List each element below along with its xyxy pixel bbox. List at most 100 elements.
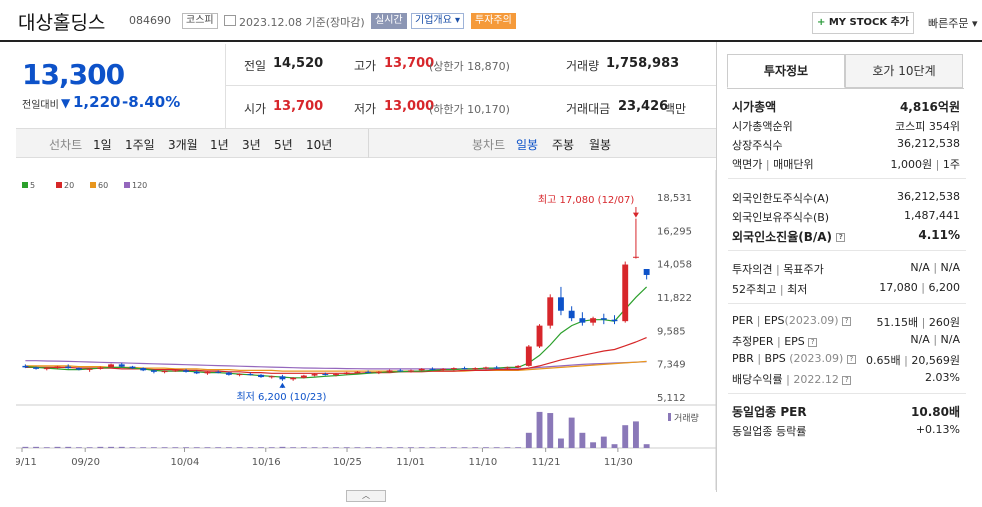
- eps-period: (2023.09): [784, 314, 839, 327]
- candle-body: [525, 346, 532, 366]
- help-icon[interactable]: ?: [842, 375, 852, 385]
- volume-bar: [43, 447, 50, 448]
- volume-bar: [97, 446, 104, 448]
- sector-per-label[interactable]: 동일업종 PER: [732, 405, 807, 419]
- period-10y[interactable]: 10년: [306, 138, 333, 152]
- period-1d[interactable]: 1일: [93, 138, 112, 152]
- per-value: 51.15배: [876, 316, 919, 329]
- candle-body: [493, 367, 500, 369]
- volume-bar: [22, 446, 29, 448]
- volume-bar: [590, 442, 597, 448]
- company-overview-dropdown[interactable]: 기업개요 ▾: [411, 13, 464, 29]
- volume-bar: [140, 447, 147, 448]
- x-tick-label: 11/30: [604, 457, 633, 468]
- candle-body: [193, 371, 200, 374]
- tab-invest-info[interactable]: 투자정보: [727, 54, 845, 88]
- volume-bar: [418, 447, 425, 448]
- volume-bar: [204, 447, 211, 448]
- volume-bar: [75, 447, 82, 448]
- target-price-value: N/A: [940, 261, 960, 274]
- candle-body: [161, 371, 168, 373]
- volume-bar: [322, 447, 329, 448]
- volume-bar: [461, 447, 468, 448]
- candle-body: [461, 368, 468, 370]
- volume-bar: [172, 447, 179, 448]
- par-value-label: 액면가: [732, 158, 763, 171]
- down-arrow-icon: ▼: [61, 96, 71, 110]
- volume-bar: [311, 447, 318, 448]
- volume-bar: [86, 447, 93, 448]
- y-tick-label: 5,112: [657, 393, 686, 404]
- candle-body: [536, 325, 543, 347]
- volume-bar: [375, 447, 382, 448]
- volume-bar: [440, 447, 447, 448]
- period-3y[interactable]: 3년: [242, 138, 261, 152]
- candle-body: [75, 368, 82, 370]
- volume-bar: [408, 447, 414, 448]
- candle-body: [429, 368, 436, 370]
- divider: [728, 250, 966, 251]
- candle-body: [365, 371, 372, 373]
- volume-value: 1,758,983: [606, 56, 680, 71]
- volume-bar: [611, 444, 618, 448]
- foreign-limit-label: 외국인한도주식수(A): [732, 192, 830, 205]
- bps-period: (2023.09): [789, 352, 844, 365]
- market-cap-rank-label[interactable]: 시가총액순위: [732, 120, 793, 133]
- market-badge: 코스피: [182, 13, 218, 29]
- foreign-hold-value: 1,487,441: [904, 209, 960, 222]
- foreign-limit-value: 36,212,538: [897, 190, 960, 203]
- current-price: 13,300: [22, 58, 125, 91]
- price-chart[interactable]: 5 20 60 120 18,531 16,295 14,058 11,822 9,585 7,3…: [16, 170, 716, 490]
- help-icon[interactable]: ?: [808, 337, 818, 347]
- help-icon[interactable]: ?: [846, 354, 856, 364]
- volume-bar: [515, 447, 522, 448]
- volume-bar: [247, 447, 254, 448]
- tab-orderbook[interactable]: 호가 10단계: [845, 54, 963, 88]
- quick-order-button[interactable]: 빠른주문 ▾: [928, 17, 978, 30]
- help-icon[interactable]: ?: [836, 233, 846, 242]
- volume-bar: [472, 447, 479, 448]
- candle-body: [611, 319, 618, 322]
- x-tick-label: 11/10: [468, 457, 497, 468]
- period-1y[interactable]: 1년: [210, 138, 229, 152]
- 52w-high-value: 17,080: [879, 281, 918, 294]
- candle-chart-label: 봉차트: [472, 138, 506, 152]
- volume-bar: [183, 447, 189, 448]
- open-value: 13,700: [273, 99, 324, 114]
- volume-label: 거래량: [566, 59, 600, 73]
- period-3m[interactable]: 3개월: [168, 138, 198, 152]
- candle-daily[interactable]: 일봉: [516, 138, 539, 152]
- help-icon[interactable]: ?: [842, 316, 852, 326]
- period-1w[interactable]: 1주일: [125, 138, 155, 152]
- volume-bar: [450, 447, 457, 448]
- candle-body: [108, 364, 114, 368]
- y-tick-label: 14,058: [657, 260, 692, 271]
- volume-bar: [354, 447, 361, 448]
- collapse-chart-button[interactable]: ︿: [346, 490, 386, 502]
- lower-limit: (하한가 10,170): [429, 103, 510, 116]
- add-mystock-button[interactable]: + MY STOCK 추가: [812, 12, 914, 34]
- volume-bar: [343, 447, 350, 448]
- candle-body: [183, 370, 189, 372]
- candle-weekly[interactable]: 주봉: [552, 138, 575, 152]
- low-arrow-head: [279, 382, 286, 388]
- eps-value: 260원: [928, 316, 960, 329]
- low-value: 13,000: [384, 99, 435, 114]
- period-5y[interactable]: 5년: [274, 138, 293, 152]
- candle-body: [590, 318, 597, 323]
- candle-body: [333, 374, 339, 376]
- legend-label: 120: [132, 181, 147, 190]
- trade-unit-label: 매매단위: [773, 158, 814, 171]
- candle-body: [225, 372, 232, 375]
- candle-body: [140, 368, 147, 371]
- sector-rate-label[interactable]: 동일업종 등락률: [732, 425, 807, 438]
- market-cap-value: 4,816억원: [899, 100, 960, 114]
- candle-body: [247, 374, 254, 376]
- candle-monthly[interactable]: 월봉: [589, 138, 612, 152]
- y-tick-label: 11,822: [657, 293, 692, 304]
- legend-swatch: [22, 182, 28, 188]
- realtime-button[interactable]: 실시간: [371, 13, 407, 29]
- volume-bar: [558, 438, 564, 448]
- 52w-low-label: 최저: [787, 283, 808, 296]
- x-tick-label: 10/16: [252, 457, 281, 468]
